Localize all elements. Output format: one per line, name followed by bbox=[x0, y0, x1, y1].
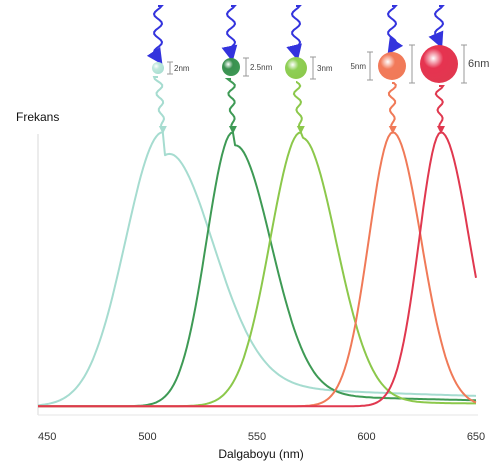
x-tick-label: 500 bbox=[138, 431, 156, 443]
x-axis-label: Dalgaboyu (nm) bbox=[218, 447, 303, 461]
excitation-arrow bbox=[221, 5, 238, 62]
axes bbox=[37, 134, 478, 416]
size-bracket bbox=[367, 51, 373, 81]
x-tick-label: 650 bbox=[467, 431, 485, 443]
emission-arrowhead bbox=[158, 126, 167, 134]
x-tick-label: 550 bbox=[248, 431, 266, 443]
particle-size-label: 3nm bbox=[317, 64, 333, 73]
series-line-3nm bbox=[38, 131, 476, 408]
x-tick-label: 600 bbox=[357, 431, 375, 443]
particle-size-label: 2.5nm bbox=[250, 63, 273, 72]
excitation-arrow bbox=[386, 5, 404, 55]
series-line-5nm bbox=[38, 131, 477, 408]
nanoparticle-sphere bbox=[420, 45, 458, 83]
series-line-6nm bbox=[38, 131, 477, 408]
size-bracket bbox=[461, 44, 467, 84]
particle-2nm: 2nm bbox=[146, 5, 190, 134]
emission-arrow bbox=[387, 82, 397, 128]
emission-arrow bbox=[152, 76, 166, 127]
nanoparticle-sphere bbox=[222, 58, 240, 76]
x-tick-label: 450 bbox=[38, 431, 56, 443]
nanoparticle-sphere bbox=[152, 62, 164, 74]
excitation-arrow bbox=[286, 5, 302, 61]
emission-arrowhead bbox=[388, 126, 397, 134]
emission-arrowhead bbox=[228, 126, 237, 134]
particle-size-label: 6nm bbox=[468, 58, 489, 70]
particle-2.5nm: 2.5nm bbox=[221, 5, 273, 134]
series-curves bbox=[37, 131, 477, 408]
size-bracket bbox=[243, 57, 249, 77]
particle-5nm: 5nm bbox=[350, 5, 406, 134]
series-line-2.5nm bbox=[38, 131, 476, 408]
size-bracket bbox=[167, 61, 173, 75]
excitation-arrow bbox=[146, 5, 164, 65]
emission-arrowhead bbox=[436, 126, 445, 134]
excitation-arrow bbox=[428, 5, 445, 49]
emission-arrow bbox=[434, 85, 445, 129]
particle-6nm: 6nm bbox=[409, 5, 489, 134]
emission-arrowhead bbox=[296, 126, 305, 134]
size-bracket bbox=[409, 44, 415, 84]
nanoparticle-sphere bbox=[285, 57, 307, 79]
emission-arrow bbox=[224, 78, 236, 128]
series-line-2nm bbox=[37, 131, 477, 407]
y-axis-label: Frekans bbox=[16, 110, 59, 124]
particle-illustrations: 2nm 2.5nm 3nm 5nm 6nm bbox=[146, 5, 489, 134]
particle-size-label: 2nm bbox=[174, 64, 190, 73]
emission-arrow bbox=[292, 81, 303, 129]
particle-3nm: 3nm bbox=[285, 5, 333, 134]
x-tick-labels: 450 500 550 600 650 bbox=[38, 431, 485, 443]
size-bracket bbox=[310, 56, 316, 80]
particle-size-label: 5nm bbox=[350, 62, 366, 71]
nanoparticle-sphere bbox=[378, 52, 406, 80]
